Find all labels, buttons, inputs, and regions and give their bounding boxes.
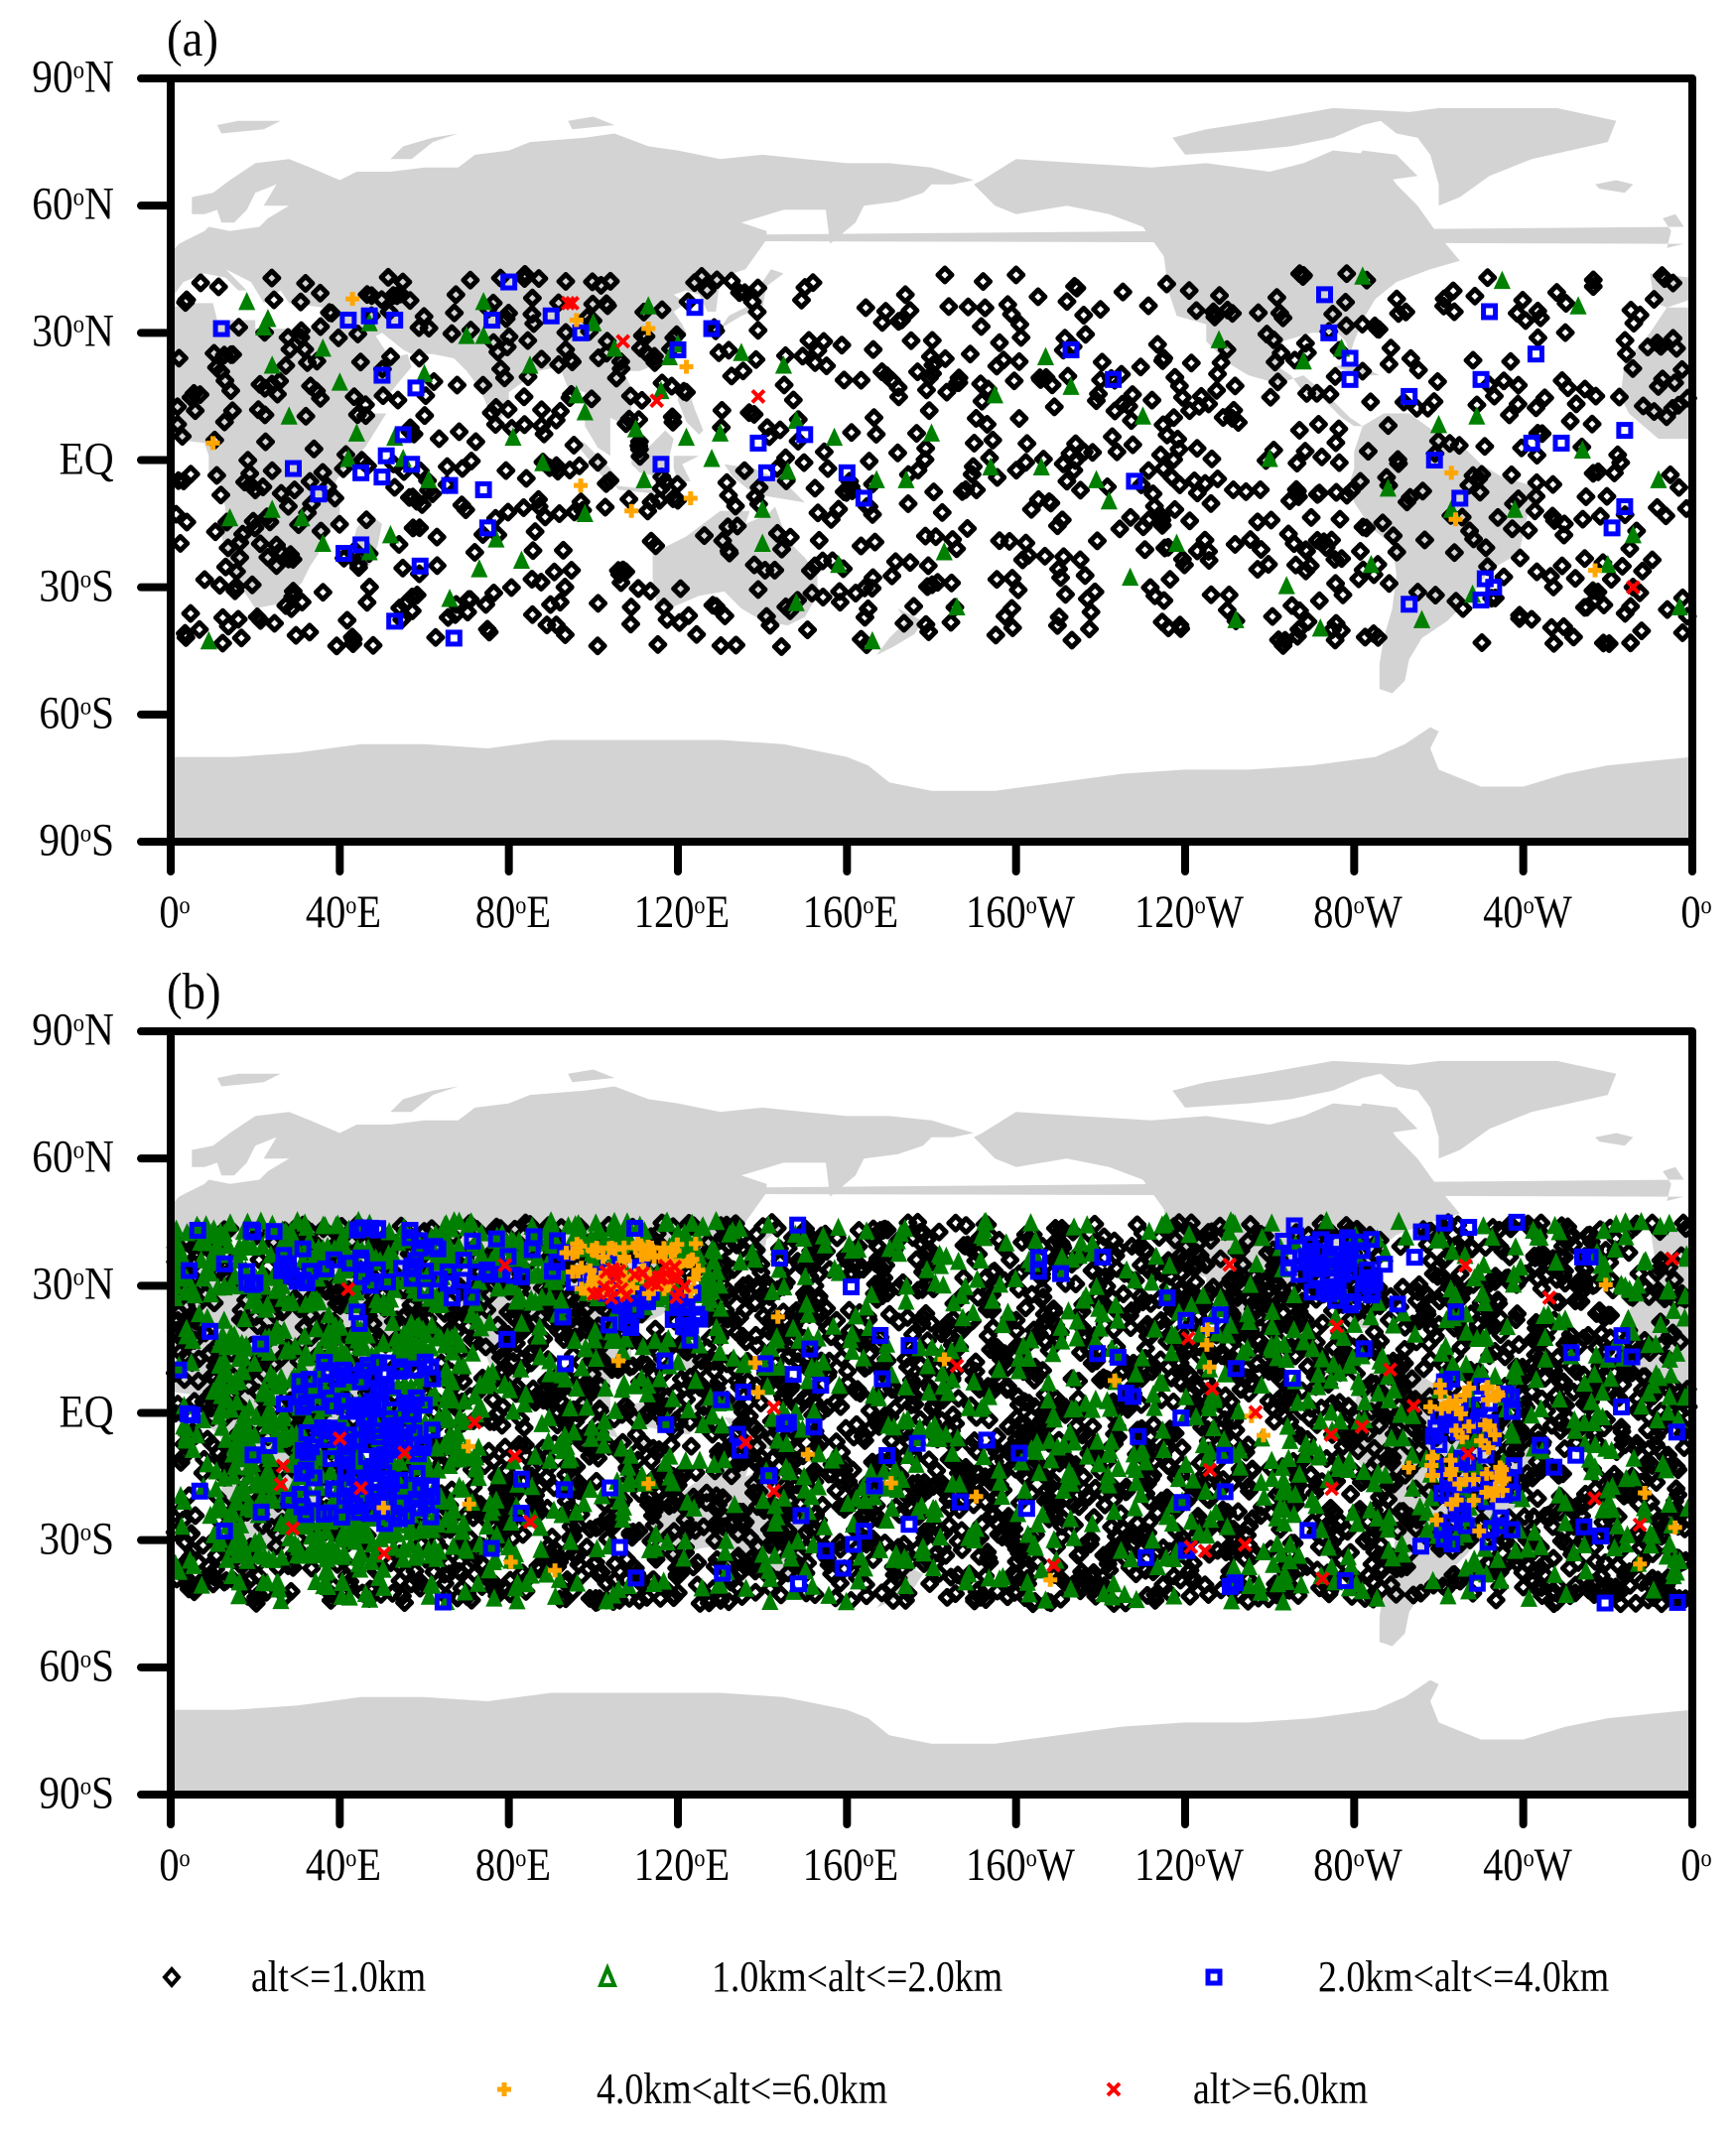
x-tick-label: 80oW [1313, 886, 1403, 938]
series-square [212, 273, 1634, 647]
y-tick-label: 90oS [39, 1767, 114, 1819]
y-tick-label: 30oN [32, 305, 114, 357]
y-tick-label: 60oN [32, 1131, 114, 1183]
y-tick-label: 90oS [39, 814, 114, 867]
legend-plus-icon [497, 2082, 511, 2096]
panel-label: (a) [167, 11, 218, 67]
x-tick-label: 120oW [1135, 886, 1244, 938]
land-svalbard [216, 120, 281, 134]
x-tick-label: 120oE [633, 886, 731, 938]
legend-label: 1.0km<alt<=2.0km [712, 1952, 1003, 2001]
x-tick-label: 0o [159, 886, 191, 938]
land-novaya-zemlya [390, 1086, 459, 1113]
land-svalbard [216, 1073, 281, 1087]
x-tick-label: 40oW [1482, 1839, 1572, 1891]
land-japan [720, 269, 784, 330]
x-tick-label: 80oE [474, 1839, 551, 1891]
land-antarctica [171, 727, 1692, 842]
x-tick-label: 40oE [306, 1839, 382, 1891]
land-severnaya [568, 116, 615, 130]
x-tick-label: 40oE [306, 886, 382, 938]
series-square [170, 1213, 1686, 1612]
x-tick-label: 0o [1680, 886, 1712, 938]
land-uk [175, 213, 1684, 248]
land-baffin [1354, 1103, 1418, 1134]
x-tick-label: 80oE [474, 886, 551, 938]
land-uk [1696, 1167, 1736, 1201]
land-iceland [1595, 180, 1634, 194]
x-tick-label: 160oW [965, 886, 1075, 938]
legend-label: alt<=1.0km [251, 1952, 427, 2001]
x-tick-label: 80oW [1313, 1839, 1403, 1891]
x-tick-label: 160oE [803, 886, 899, 938]
map-plot-area [137, 1027, 1736, 1828]
legend-cross-icon [1106, 2081, 1122, 2097]
land-antarctica [1692, 1680, 1736, 1795]
legend-label: 4.0km<alt<=6.0km [597, 2065, 888, 2113]
land-antarctica [171, 1679, 1692, 1795]
x-tick-label: 160oE [803, 1839, 899, 1891]
map-plot-area [137, 74, 1736, 875]
y-tick-label: EQ [59, 1386, 114, 1438]
land-indonesia-java [614, 485, 657, 494]
land-novaya-zemlya [390, 133, 459, 160]
axes [137, 74, 1696, 875]
y-tick-label: 90oN [32, 1003, 114, 1056]
legend-square-icon [1205, 1968, 1223, 1986]
legend-diamond-icon [162, 1965, 182, 1989]
map-panel-a: (a) 90oN 60oN 30oN EQ 30oS 60oS 90oS 0o 40oE 80oE… [0, 0, 1736, 953]
y-tick-label: 90oN [32, 51, 114, 103]
y-tick-label: 60oN [32, 178, 114, 230]
land-sulawesi [673, 456, 700, 481]
x-tick-label: 0o [159, 1839, 191, 1891]
legend-triangle-icon [598, 1962, 617, 1987]
series-triangle [200, 266, 1688, 650]
land-africa [1620, 307, 1692, 440]
land-canadian-arctic [1172, 107, 1418, 155]
land-iceland [1595, 1133, 1634, 1146]
land-indonesia-borneo [631, 430, 674, 477]
x-tick-label: 0o [1680, 1839, 1712, 1891]
data-points [165, 1210, 1698, 1614]
y-tick-label: 30oS [39, 560, 114, 612]
land-canadian-arctic [1172, 1060, 1418, 1108]
series-diamond [166, 264, 1697, 656]
legend-label: alt>=6.0km [1193, 2065, 1369, 2113]
y-tick-label: 60oS [39, 687, 114, 739]
land-antarctica [1692, 728, 1736, 842]
map-panel-b: (b) 90oN 60oN 30oN EQ 30oS 60oS 90oS 0o 40oE 80oE… [0, 953, 1736, 1906]
series-cross [560, 296, 1641, 596]
panel-label: (b) [167, 964, 221, 1020]
x-tick-label: 40oW [1482, 886, 1572, 938]
land-severnaya [568, 1069, 615, 1083]
land-greenland [1375, 1060, 1617, 1159]
x-tick-label: 160oW [965, 1839, 1075, 1891]
land-greenland [1375, 107, 1617, 206]
y-tick-label: 60oS [39, 1640, 114, 1692]
series-plus [205, 292, 1603, 578]
x-tick-label: 120oW [1135, 1839, 1244, 1891]
land-uk [175, 1166, 1684, 1201]
x-tick-label: 120oE [633, 1839, 731, 1891]
land-new-zealand [876, 608, 923, 655]
y-tick-label: EQ [59, 433, 114, 485]
legend-label: 2.0km<alt<=4.0km [1318, 1952, 1610, 2001]
axes [137, 1027, 1696, 1828]
land-uk [1696, 214, 1736, 248]
data-points [166, 264, 1697, 656]
series-cross [273, 1251, 1680, 1586]
land-baffin [1354, 150, 1418, 181]
y-tick-label: 30oN [32, 1258, 114, 1310]
y-tick-label: 30oS [39, 1513, 114, 1565]
